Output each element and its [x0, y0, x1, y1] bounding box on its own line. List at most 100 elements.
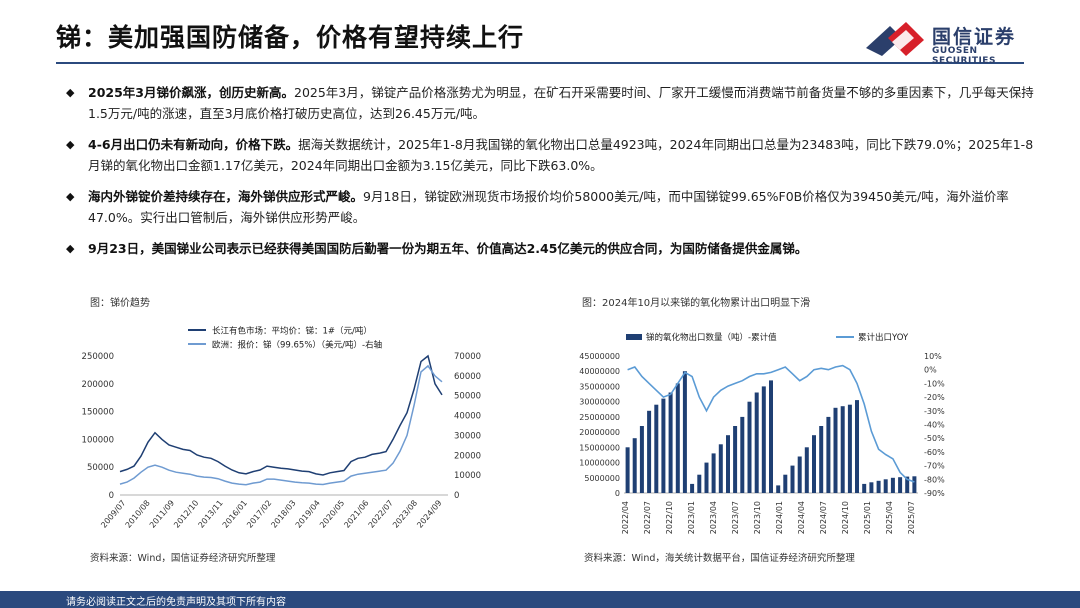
- y-tick-right: 30000: [454, 431, 481, 441]
- guosen-logo-mark: [866, 22, 924, 56]
- right-chart-title: 图：2024年10月以来锑的氧化物累计出口明显下滑: [582, 298, 811, 309]
- logo-en-text: GUOSEN SECURITIES: [932, 46, 996, 66]
- export-bar: [740, 416, 745, 493]
- export-bar: [726, 435, 730, 493]
- export-bar: [769, 380, 773, 493]
- export-bar: [733, 426, 738, 493]
- logo-cn-text: 国信证券: [932, 26, 1017, 48]
- y-tick-right: 60000: [454, 372, 481, 382]
- bullet-body: 9月18日，锑锭欧洲现货市场报价均价58000美元/吨，而中国锑锭99.65%F…: [88, 189, 1009, 225]
- bullet-item: 海内外锑锭价差持续存在，海外锑供应形式严峻。9月18日，锑锭欧洲现货市场报价均价…: [66, 186, 1034, 228]
- x-tick: 2012/10: [172, 499, 200, 530]
- bullet-lead: 4-6月出口仍未有新动向，价格下跌。: [88, 137, 299, 152]
- y-tick-right: -50%: [924, 434, 945, 443]
- y-tick-left: 50000: [87, 463, 114, 473]
- y-tick-right: 20000: [454, 451, 481, 461]
- x-tick: 2023/04: [709, 501, 718, 534]
- x-tick: 2020/05: [318, 499, 346, 530]
- x-tick: 2023/08: [391, 499, 419, 530]
- export-bar: [812, 435, 816, 493]
- x-tick: 2022/04: [621, 501, 630, 534]
- export-bar: [747, 401, 752, 493]
- y-tick-right: 40000: [454, 412, 481, 422]
- y-tick-right: 70000: [454, 352, 481, 362]
- export-bar: [783, 474, 788, 493]
- y-tick-left: 35000000: [579, 382, 620, 391]
- right-chart-source: 资料来源：Wind，海关统计数据平台，国信证券经济研究所整理: [584, 553, 855, 564]
- y-tick-left: 5000000: [584, 474, 620, 483]
- y-tick-left: 150000: [82, 408, 114, 418]
- export-bar: [661, 398, 666, 493]
- x-tick: 2024/10: [841, 501, 850, 534]
- left-chart-title: 图：锑价趋势: [90, 298, 150, 309]
- y-tick-right: -80%: [924, 475, 945, 484]
- y-tick-right: -70%: [924, 462, 945, 471]
- y-tick-left: 250000: [82, 352, 114, 362]
- footer-disclaimer: 请务必阅读正文之后的免责声明及其项下所有内容: [66, 597, 286, 608]
- export-bar: [704, 462, 709, 493]
- y-tick-left: 45000000: [579, 352, 620, 361]
- export-bar: [890, 477, 895, 493]
- export-bar: [632, 438, 637, 493]
- bullet-item: 2025年3月锑价飙涨，创历史新高。2025年3月，锑锭产品价格涨势尤为明显，在…: [66, 82, 1034, 124]
- y-tick-left: 15000000: [579, 443, 620, 452]
- x-tick: 2017/02: [245, 499, 273, 530]
- y-tick-right: -40%: [924, 421, 945, 430]
- x-tick: 2023/01: [687, 501, 696, 534]
- y-tick-left: 30000000: [579, 398, 620, 407]
- antimony-price-chart: 长江有色市场：平均价：锑：1#（元/吨） 欧洲：报价：锑（99.65%）（美元/吨…: [82, 326, 482, 530]
- bullet-item: 4-6月出口仍未有新动向，价格下跌。据海关数据统计，2025年1-8月我国锑的氧…: [66, 134, 1034, 176]
- export-bar: [690, 483, 695, 493]
- x-tick: 2024/01: [775, 501, 784, 534]
- page-title: 锑：美加强国防储备，价格有望持续上行: [56, 23, 525, 52]
- bullet-lead: 2025年3月锑价飙涨，创历史新高。: [88, 85, 294, 100]
- export-bar: [847, 404, 852, 493]
- x-tick: 2023/10: [753, 501, 762, 534]
- guosen-logo: 国信证券 GUOSEN SECURITIES: [862, 18, 1042, 66]
- bullet-lead: 9月23日，美国锑业公司表示已经获得美国国防后勤署一份为期五年、价值高达2.45…: [88, 241, 808, 256]
- y-tick-left: 25000000: [579, 413, 620, 422]
- x-tick: 2022/10: [665, 501, 674, 534]
- y-tick-right: 0: [454, 491, 459, 501]
- export-bar: [711, 453, 716, 493]
- export-bar: [654, 404, 659, 493]
- export-bar: [855, 400, 859, 493]
- y-tick-left: 100000: [82, 435, 114, 445]
- bullet-lead: 海内外锑锭价差持续存在，海外锑供应形式严峻。: [88, 189, 364, 204]
- y-tick-right: -10%: [924, 379, 945, 388]
- export-bar: [862, 483, 867, 493]
- export-bar: [898, 477, 903, 493]
- x-tick: 2022/07: [367, 499, 395, 530]
- x-tick: 2011/09: [148, 499, 176, 530]
- x-tick: 2018/03: [269, 499, 297, 530]
- export-bar: [840, 406, 845, 493]
- title-divider: [56, 62, 1024, 64]
- x-tick: 2023/07: [731, 501, 740, 534]
- x-tick: 2024/04: [797, 501, 806, 534]
- y-tick-left: 200000: [82, 380, 114, 390]
- x-tick: 2025/07: [907, 501, 916, 534]
- export-bar: [819, 426, 824, 493]
- y-tick-right: -20%: [924, 393, 945, 402]
- x-tick: 2016/01: [221, 499, 249, 530]
- legend-label: 欧洲：报价：锑（99.65%）（美元/吨）-右轴: [212, 340, 382, 351]
- export-bar: [869, 482, 874, 493]
- x-tick: 2021/06: [342, 499, 370, 530]
- export-bar: [790, 465, 795, 493]
- x-tick: 2019/04: [294, 499, 322, 530]
- export-volume-chart: 锑的氧化物出口数量（吨）-累计值 累计出口YOY 0 5000000 10000000 1…: [579, 332, 945, 534]
- footer-bar: 请务必阅读正文之后的免责声明及其项下所有内容: [0, 591, 1080, 608]
- bullet-list: 2025年3月锑价飙涨，创历史新高。2025年3月，锑锭产品价格涨势尤为明显，在…: [66, 82, 1034, 269]
- y-tick-left: 20000000: [579, 428, 620, 437]
- yoy-line: [627, 364, 915, 483]
- export-bar: [883, 479, 888, 493]
- legend-label: 长江有色市场：平均价：锑：1#（元/吨）: [212, 326, 372, 337]
- export-bar: [804, 447, 809, 493]
- y-tick-left: 0: [109, 491, 114, 501]
- export-bar: [905, 476, 910, 493]
- export-bar: [912, 476, 917, 493]
- legend-label: 累计出口YOY: [858, 332, 909, 343]
- bullet-body: 据海关数据统计，2025年1-8月我国锑的氧化物出口总量4923吨，2024年同…: [88, 137, 1034, 173]
- x-tick: 2010/08: [124, 499, 152, 530]
- bullet-body: 2025年3月，锑锭产品价格涨势尤为明显，在矿石开采需要时间、厂家开工缓慢而消费…: [88, 85, 1034, 121]
